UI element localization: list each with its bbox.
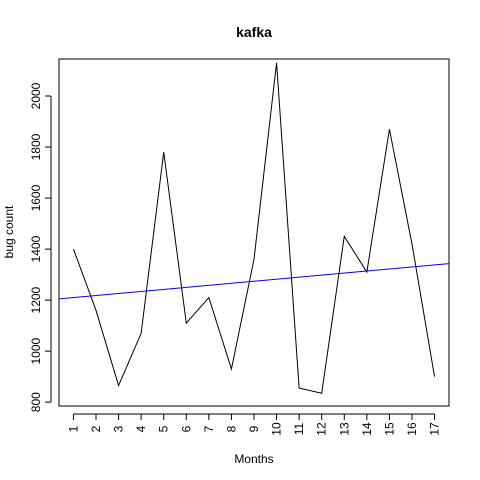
y-tick-label: 1200	[29, 286, 43, 313]
chart-title: kafka	[236, 24, 272, 40]
x-tick-label: 10	[270, 422, 284, 436]
x-tick-label: 17	[428, 422, 442, 436]
y-tick-label: 1000	[29, 337, 43, 364]
x-tick-label: 5	[157, 425, 171, 432]
y-axis-label: bug count	[2, 205, 16, 258]
x-tick-label: 1	[66, 425, 80, 432]
x-tick-label: 14	[360, 422, 374, 436]
x-tick-label: 8	[224, 425, 238, 432]
x-tick-label: 12	[315, 422, 329, 436]
x-tick-label: 6	[179, 425, 193, 432]
x-tick-label: 9	[247, 425, 261, 432]
x-tick-label: 7	[202, 425, 216, 432]
x-tick-label: 2	[89, 425, 103, 432]
plot-area	[58, 62, 450, 394]
y-axis: 800 1000 1200 1400 1600 1800 2000	[29, 82, 52, 412]
y-tick-label: 1400	[29, 235, 43, 262]
x-tick-label: 3	[112, 425, 126, 432]
x-tick-label: 4	[134, 425, 148, 432]
trend-line	[58, 263, 450, 300]
plot-frame	[58, 58, 450, 407]
y-tick-label: 800	[29, 392, 43, 412]
y-tick-label: 1800	[29, 133, 43, 160]
x-axis-label: Months	[234, 452, 273, 466]
x-tick-label: 11	[292, 422, 306, 435]
y-tick-label: 1600	[29, 184, 43, 211]
y-tick-label: 2000	[29, 82, 43, 109]
series-line-bug-count	[72, 62, 436, 394]
x-tick-label: 13	[337, 422, 351, 436]
x-axis: 1 2 3 4 5 6 7 8 9 10 11 12 13 14 15 16 17	[66, 413, 442, 436]
x-tick-label: 16	[405, 422, 419, 436]
x-tick-label: 15	[382, 422, 396, 436]
